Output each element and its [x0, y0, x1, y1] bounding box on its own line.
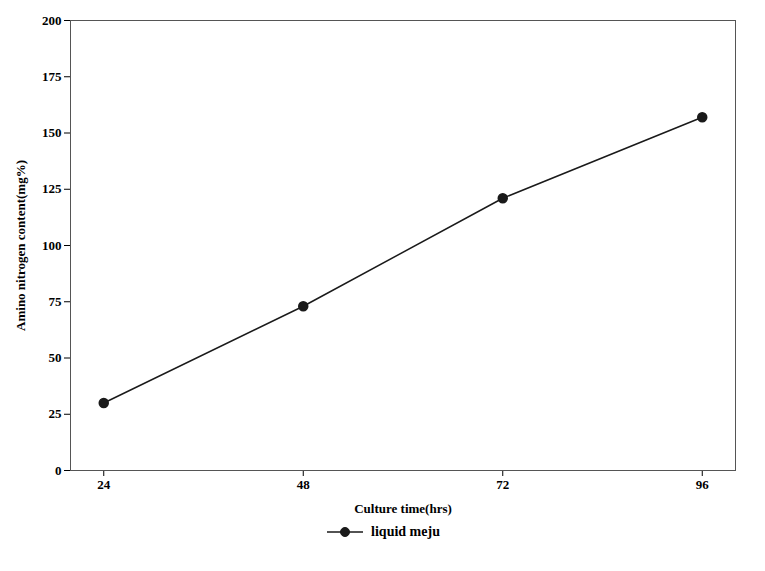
svg-text:175: 175 — [42, 69, 62, 84]
svg-text:Culture time(hrs): Culture time(hrs) — [354, 501, 452, 516]
svg-text:72: 72 — [496, 477, 509, 492]
svg-text:200: 200 — [42, 13, 62, 28]
svg-text:25: 25 — [49, 406, 63, 421]
svg-text:24: 24 — [97, 477, 111, 492]
svg-text:Amino nitrogen content(mg%): Amino nitrogen content(mg%) — [13, 160, 28, 331]
svg-text:125: 125 — [42, 181, 62, 196]
svg-text:96: 96 — [696, 477, 710, 492]
svg-text:48: 48 — [297, 477, 311, 492]
svg-text:50: 50 — [49, 350, 62, 365]
svg-text:150: 150 — [42, 125, 62, 140]
svg-text:0: 0 — [55, 463, 62, 478]
svg-text:100: 100 — [42, 238, 62, 253]
svg-text:75: 75 — [49, 294, 63, 309]
html-text:liquid meju: liquid meju — [371, 524, 440, 539]
